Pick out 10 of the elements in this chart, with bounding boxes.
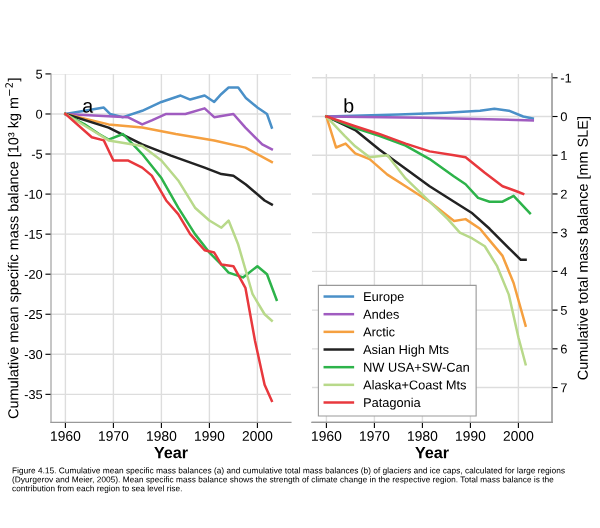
- line-series: [64, 112, 274, 164]
- x-axis-title: Year: [415, 447, 449, 459]
- line-series: [64, 86, 274, 129]
- annotation: b: [344, 98, 354, 113]
- line-series: [64, 112, 274, 403]
- line-series: [325, 115, 527, 327]
- line-series: [325, 115, 525, 196]
- x-axis-title: Year: [154, 447, 188, 459]
- line-series: [64, 112, 274, 206]
- line-series: [325, 115, 527, 366]
